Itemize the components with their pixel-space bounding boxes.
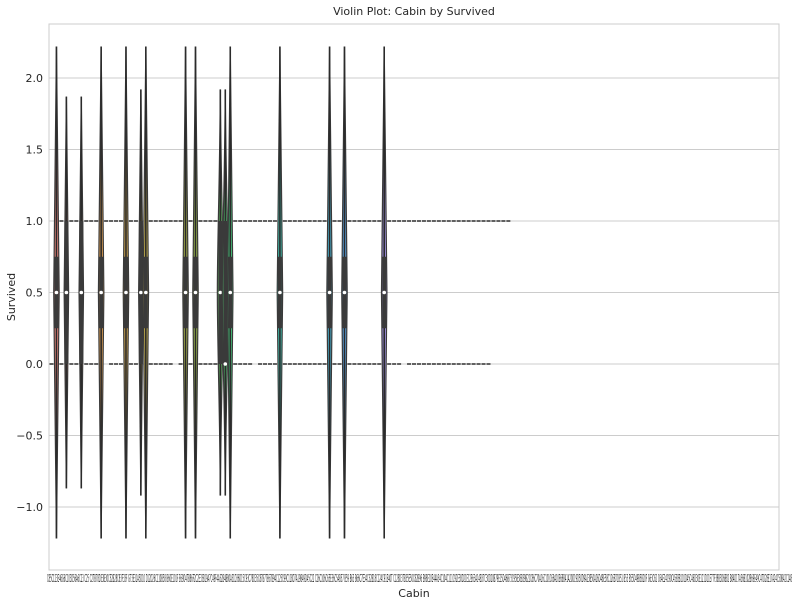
violin-median-dot [124, 290, 128, 295]
category-ticks-layer [49, 220, 511, 365]
violin-median-dot [193, 290, 198, 295]
y-tick-label: 0.5 [26, 287, 44, 300]
violin-median-dot [54, 290, 59, 295]
violin-median-dot [223, 362, 228, 366]
violin-median-dot [139, 290, 143, 295]
violin-median-dot [64, 290, 69, 295]
y-tick-labels: −1.0 −0.5 0.0 0.5 1.0 1.5 2.0 [16, 72, 43, 514]
y-tick-label: 2.0 [26, 72, 44, 85]
x-axis-label: Cabin [398, 587, 429, 600]
y-tick-label: 1.5 [26, 144, 44, 157]
violin-median-dot [382, 290, 387, 295]
chart-title: Violin Plot: Cabin by Survived [333, 5, 495, 18]
violin-iqr-box [223, 221, 228, 364]
violin-median-dot [144, 290, 148, 295]
violin-median-dot [183, 290, 188, 295]
violin-median-dot [278, 290, 282, 295]
violin-median-dot [99, 290, 103, 295]
y-axis-label: Survived [5, 273, 18, 321]
violin-median-dot [228, 290, 233, 295]
y-tick-label: −0.5 [16, 430, 43, 443]
y-tick-label: 1.0 [26, 215, 44, 228]
plot-frame [48, 23, 780, 571]
violin-median-dot [327, 290, 332, 295]
y-tick-label: 0.0 [26, 358, 44, 371]
violin-median-dot [342, 290, 347, 295]
x-tick-labels: C85C123E46G6C103D56A6C23 C25 C27B78D33B3… [47, 573, 792, 585]
violin-median-dot [79, 290, 84, 295]
violin-median-dot [218, 290, 223, 295]
violin-layer [53, 46, 388, 539]
y-tick-label: −1.0 [16, 501, 43, 514]
